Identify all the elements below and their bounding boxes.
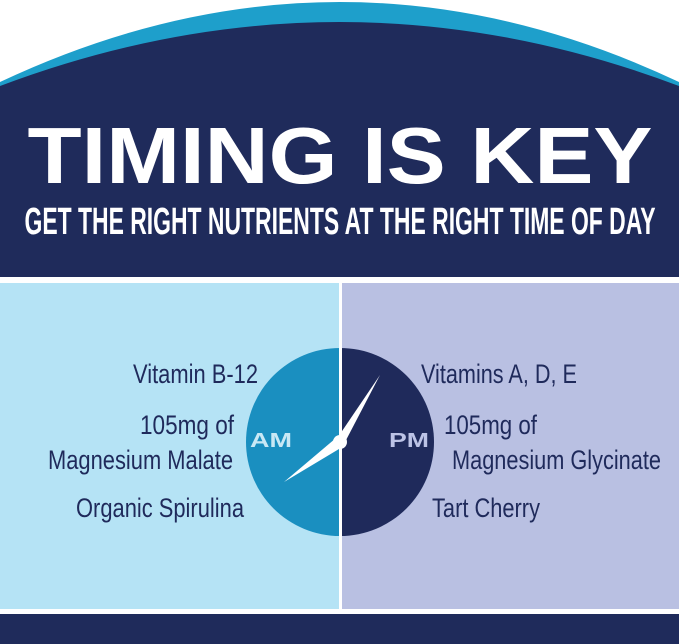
minute-hand (336, 375, 380, 444)
pm-clock-half (340, 348, 434, 536)
am-item: Organic Spirulina (76, 493, 245, 523)
hour-hand (284, 438, 344, 482)
header-title: TIMING IS KEY (28, 111, 653, 200)
header-background (0, 22, 679, 277)
am-item: Vitamin B-12 (133, 359, 258, 389)
pm-item: Magnesium Glycinate (452, 445, 661, 475)
pm-item: Tart Cherry (432, 493, 540, 523)
footer-band (0, 614, 679, 644)
am-clock-half (246, 348, 340, 536)
pm-item: 105mg of (444, 410, 537, 440)
clock-icon: AM PM (246, 348, 434, 536)
header-subtitle: GET THE RIGHT NUTRIENTS AT THE RIGHT TIM… (25, 201, 656, 243)
am-item: Magnesium Malate (48, 445, 233, 475)
am-label: AM (250, 430, 292, 452)
pm-item: Vitamins A, D, E (421, 359, 577, 389)
am-item: 105mg of (140, 410, 234, 440)
pm-label: PM (389, 430, 429, 452)
clock-center (333, 435, 347, 449)
